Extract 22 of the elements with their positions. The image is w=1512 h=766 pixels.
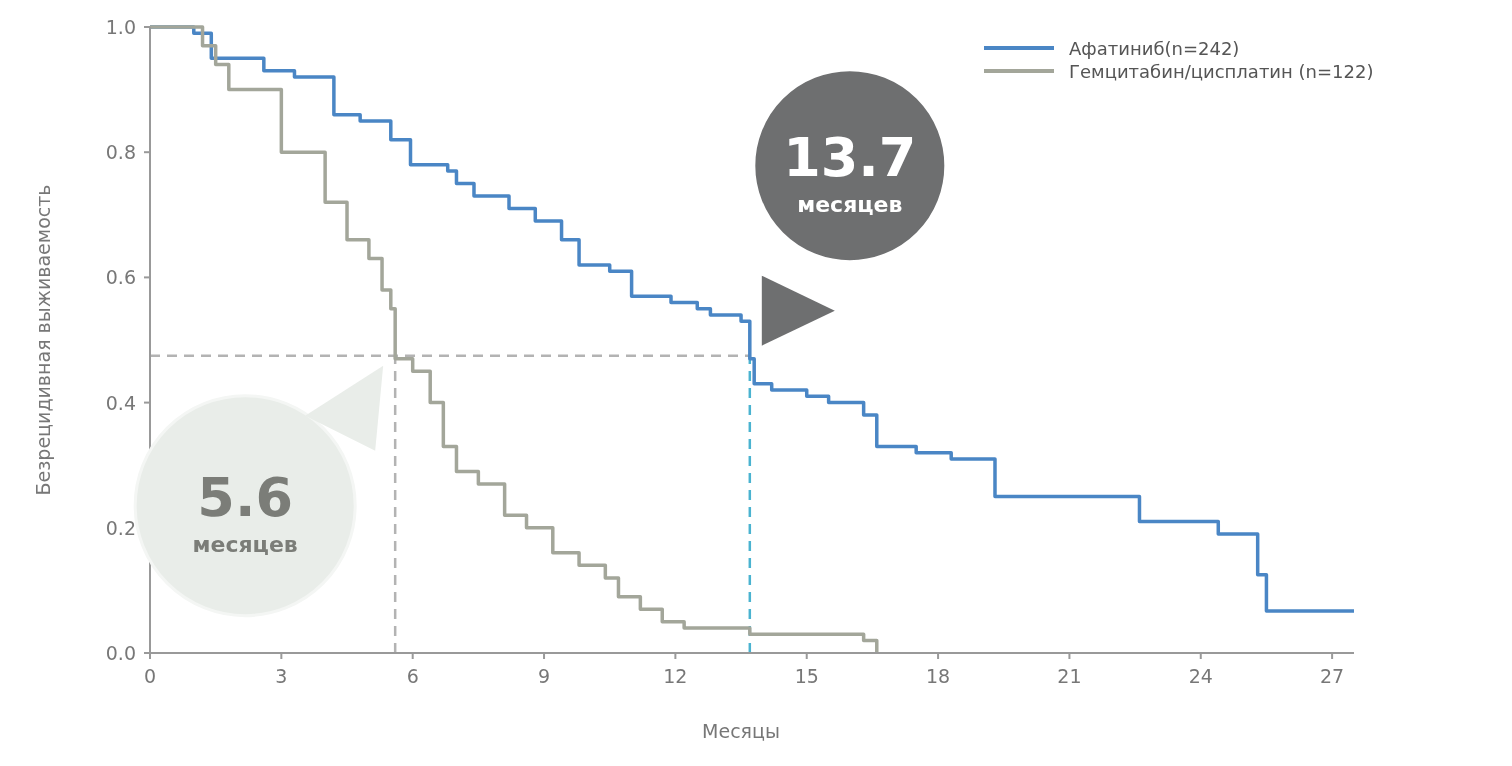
x-tick-label: 6 (406, 665, 419, 687)
legend-label: Афатиниб(n=242) (1069, 38, 1240, 59)
y-axis-title: Безрецидивная выживаемость (32, 184, 54, 496)
annotation: 5.6 месяцев (192, 465, 298, 557)
y-tick-label: 1.0 (105, 16, 136, 38)
x-tick-label: 24 (1188, 665, 1213, 687)
y-tick-label: 0.6 (105, 266, 136, 289)
legend-label: Гемцитабин/цисплатин (n=122) (1069, 61, 1374, 82)
x-tick-label: 21 (1057, 665, 1082, 687)
x-tick-label: 12 (663, 665, 688, 687)
x-tick-label: 27 (1320, 665, 1345, 687)
y-tick-label: 0.2 (105, 516, 136, 539)
x-tick-label: 9 (537, 665, 551, 687)
y-tick-label: 0.8 (105, 141, 136, 164)
y-tick-label: 0.4 (105, 391, 136, 414)
y-tick-label: 0.0 (105, 642, 136, 664)
x-tick-label: 0 (143, 665, 157, 687)
x-tick-label: 15 (794, 665, 819, 687)
x-tick-label: 18 (925, 665, 951, 687)
x-axis-title: Месяцы (702, 720, 781, 742)
x-tick-label: 3 (275, 665, 288, 687)
annotation: 13.7 месяцев (783, 125, 917, 217)
